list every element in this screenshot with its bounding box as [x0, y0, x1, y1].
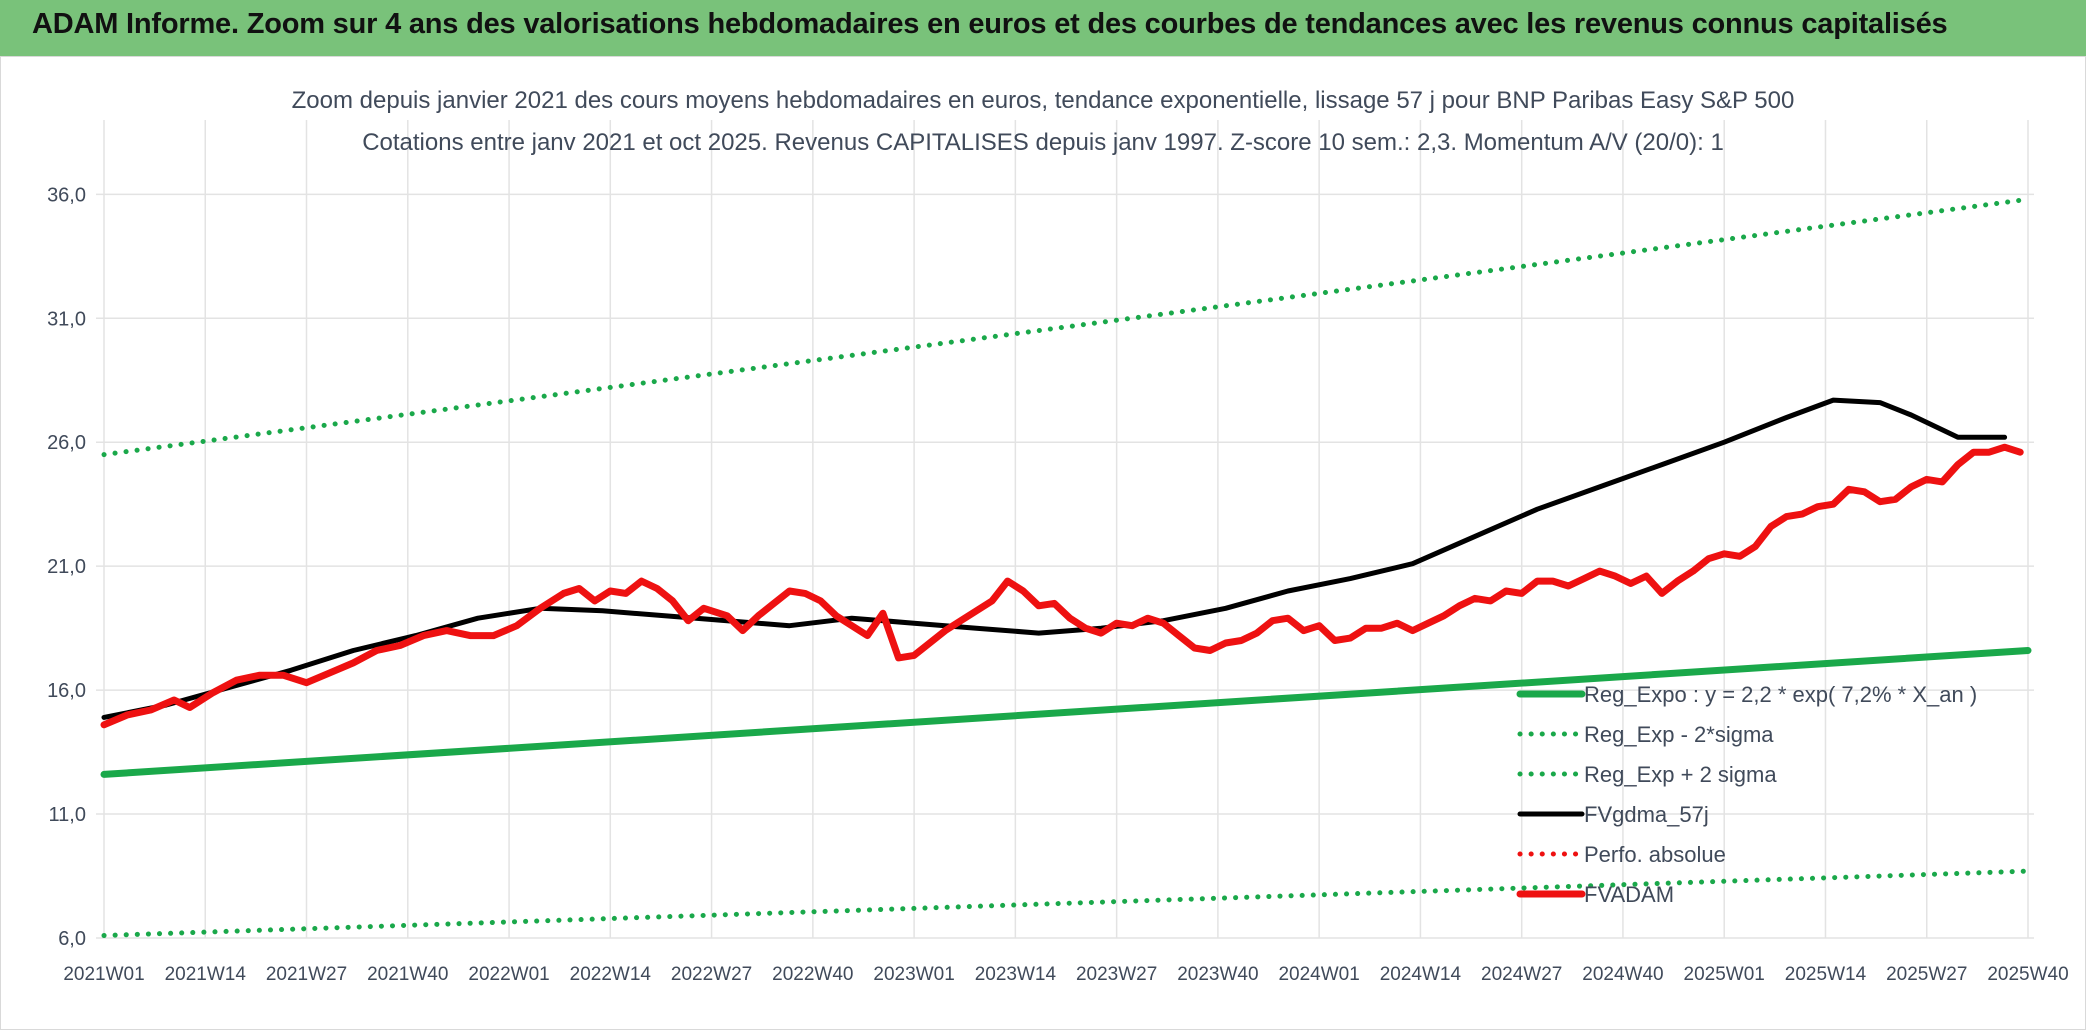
y-axis-ticks: 6,0 11,0 16,0 21,0 26,0 31,0 36,0	[47, 184, 86, 950]
x-tick-label: 2022W14	[570, 964, 652, 985]
legend-label: Reg_Exp + 2 sigma	[1584, 762, 1777, 787]
x-tick-label: 2024W40	[1582, 964, 1663, 985]
y-tick-label: 26,0	[47, 432, 86, 454]
x-tick-label: 2021W40	[367, 964, 448, 985]
banner-title: ADAM Informe. Zoom sur 4 ans des valoris…	[32, 8, 1948, 40]
y-tick-label: 36,0	[47, 184, 86, 206]
legend-label: FVADAM	[1584, 882, 1674, 907]
x-tick-label: 2024W14	[1380, 964, 1462, 985]
x-tick-label: 2023W40	[1177, 964, 1258, 985]
legend-label: Reg_Exp - 2*sigma	[1584, 722, 1774, 747]
x-tick-label: 2023W14	[975, 964, 1057, 985]
x-tick-label: 2021W01	[63, 964, 144, 985]
legend-label: Perfo. absolue	[1584, 842, 1726, 867]
reg-exp-plus-2sigma-line	[101, 196, 2031, 458]
y-tick-label: 11,0	[49, 804, 86, 826]
y-tick-label: 21,0	[47, 556, 86, 578]
x-tick-label: 2021W27	[266, 964, 347, 985]
reg-expo-line	[100, 647, 2032, 778]
chart-title: Zoom depuis janvier 2021 des cours moyen…	[292, 87, 1795, 114]
x-tick-label: 2022W01	[468, 964, 549, 985]
fvadam-line	[100, 443, 2024, 729]
x-tick-label: 2024W01	[1278, 964, 1359, 985]
legend-label: FVgdma_57j	[1584, 802, 1709, 827]
legend: Reg_Expo : y = 2,2 * exp( 7,2% * X_an ) R…	[1516, 682, 1977, 907]
reg-exp-minus-2sigma-line	[101, 868, 2031, 938]
x-tick-label: 2025W01	[1684, 964, 1765, 985]
chart-frame	[0, 56, 2086, 1030]
x-tick-label: 2025W40	[1987, 964, 2068, 985]
chart-subtitle: Cotations entre janv 2021 et oct 2025. R…	[362, 129, 1724, 156]
x-tick-label: 2025W27	[1886, 964, 1967, 985]
x-tick-label: 2025W14	[1785, 964, 1867, 985]
x-tick-label: 2023W01	[873, 964, 954, 985]
x-tick-label: 2022W40	[772, 964, 853, 985]
y-tick-label: 16,0	[47, 680, 86, 702]
x-tick-label: 2021W14	[165, 964, 247, 985]
grid-lines	[96, 120, 2034, 939]
x-tick-label: 2024W27	[1481, 964, 1562, 985]
y-tick-label: 31,0	[47, 308, 86, 330]
x-tick-label: 2022W27	[671, 964, 752, 985]
title-banner: ADAM Informe. Zoom sur 4 ans des valoris…	[0, 0, 2086, 58]
legend-label: Reg_Expo : y = 2,2 * exp( 7,2% * X_an )	[1584, 682, 1977, 707]
series-lines	[100, 196, 2032, 938]
x-tick-label: 2023W27	[1076, 964, 1157, 985]
x-axis-ticks: 2021W01 2021W14 2021W27 2021W40 2022W01 2022W…	[63, 964, 2068, 985]
y-tick-label: 6,0	[58, 928, 86, 950]
